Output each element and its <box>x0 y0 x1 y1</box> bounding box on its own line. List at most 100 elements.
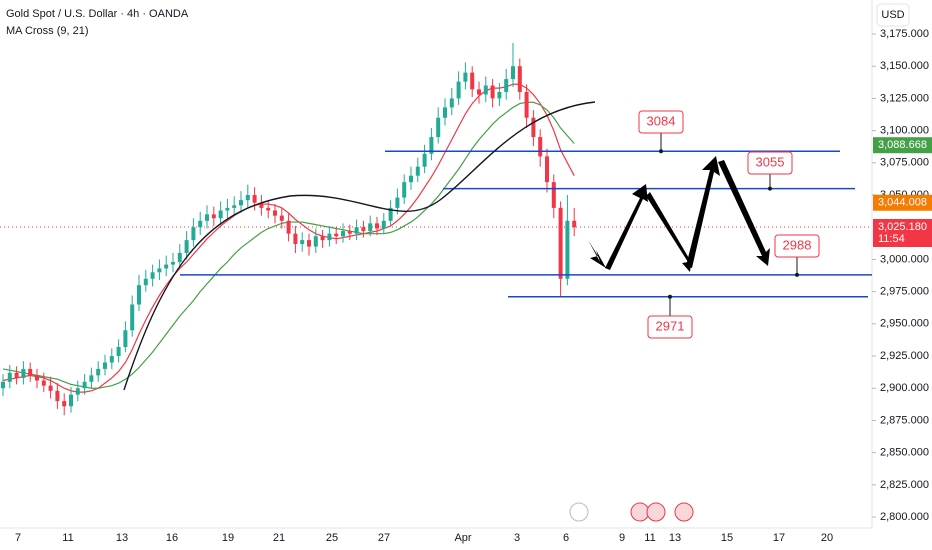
level-label-box <box>774 234 820 258</box>
candle-body <box>354 227 359 234</box>
candle-body <box>55 390 60 402</box>
drawn-curve <box>123 101 596 391</box>
candle-body <box>150 272 155 279</box>
chart-title: Gold Spot / U.S. Dollar · 4h · OANDA <box>6 8 189 20</box>
y-tick-label: 3,075.000 <box>880 157 929 169</box>
x-tick-label: 13 <box>669 532 681 544</box>
candle-body <box>551 182 556 208</box>
zigzag-arrows <box>588 156 770 272</box>
plot <box>0 43 872 416</box>
candle-body <box>409 175 413 183</box>
candle-body <box>245 195 250 201</box>
level-label: 2971 <box>656 318 685 333</box>
y-tick-label: 3,125.000 <box>880 92 929 104</box>
level-label-box <box>747 151 793 175</box>
y-tick-label: 3,175.000 <box>880 28 929 40</box>
currency[interactable]: USD <box>881 9 904 21</box>
candle-body <box>538 137 543 157</box>
x-tick-label: 11 <box>62 532 73 544</box>
candle-body <box>279 215 284 221</box>
price-tag-label: 3,044.008 <box>878 197 927 209</box>
candle-body <box>35 375 39 381</box>
candle-body <box>75 388 80 395</box>
candle-body <box>211 214 216 219</box>
level-dot <box>795 272 799 277</box>
candle-body <box>96 368 101 376</box>
candle-body <box>157 268 162 273</box>
candle-body <box>1 381 5 389</box>
candle-body <box>436 117 441 138</box>
x-tick-label: 3 <box>514 532 520 544</box>
y-tick-label: 2,825.000 <box>880 479 929 491</box>
candle-body <box>422 153 427 167</box>
candle-body <box>103 362 107 369</box>
y-tick-label: 2,800.000 <box>880 511 929 523</box>
candle-body <box>232 205 237 208</box>
y-tick-label: 2,875.000 <box>880 414 929 426</box>
candle-body <box>48 385 53 391</box>
candle-body <box>320 236 325 241</box>
candle-body <box>470 72 475 90</box>
candle-body <box>205 214 209 221</box>
candle-body <box>89 375 94 382</box>
currency-box[interactable] <box>876 3 910 27</box>
candle-body <box>347 231 352 234</box>
candle-body <box>531 117 536 138</box>
candle-body <box>375 223 379 229</box>
candle-body <box>449 98 454 108</box>
candle-body <box>164 264 169 269</box>
candle-body <box>62 401 67 407</box>
x-tick-label: 6 <box>563 532 569 544</box>
level-label: 3055 <box>756 154 785 169</box>
x-tick-label: 27 <box>378 532 390 544</box>
price-tag-label: 3,088.668 <box>878 139 927 151</box>
y-tick-label: 2,925.000 <box>880 350 929 362</box>
y-tick-label: 3,000.000 <box>880 253 929 265</box>
candle-body <box>395 197 400 208</box>
candle-body <box>497 91 502 99</box>
indicator-label: MA Cross (9, 21) <box>6 25 89 37</box>
candle-body <box>429 137 434 154</box>
candle-body <box>361 227 366 232</box>
candle-body <box>545 156 549 183</box>
candle-body <box>273 210 277 216</box>
candle-body <box>558 207 563 279</box>
x-tick-label: 7 <box>15 532 21 544</box>
candle-body <box>300 240 305 244</box>
candle-body <box>388 207 393 221</box>
candle-body <box>572 220 577 228</box>
x-tick-label: 11 <box>644 532 655 544</box>
candle-body <box>327 233 332 241</box>
candle-body <box>565 220 570 279</box>
candle-body <box>511 66 515 80</box>
x-tick-label: 17 <box>773 532 785 544</box>
candle-body <box>41 380 46 386</box>
candle-body <box>483 85 488 95</box>
y-tick-label: 3,150.000 <box>880 60 929 72</box>
candle-body <box>21 368 26 378</box>
candle-body <box>334 233 339 237</box>
countdown: 11:54 <box>878 233 905 245</box>
candle-body <box>443 107 447 118</box>
candle-body <box>415 166 420 176</box>
candle-body <box>402 182 407 198</box>
x-tick-label: 15 <box>721 532 733 544</box>
candle-body <box>490 85 495 99</box>
level-dot <box>668 294 672 299</box>
candle-body <box>198 220 203 228</box>
level-label: 2988 <box>783 237 812 252</box>
candle-body <box>177 252 182 263</box>
event-icons <box>569 502 694 522</box>
x-tick-label: 19 <box>222 532 234 544</box>
candle-body <box>28 368 33 376</box>
candle-body <box>137 285 141 305</box>
candle-body <box>184 240 189 253</box>
x-tick-label: 13 <box>116 532 128 544</box>
candle-body <box>82 381 87 389</box>
candle-body <box>123 330 128 348</box>
candle-body <box>259 202 264 208</box>
x-tick-label: 21 <box>273 532 285 544</box>
level-label-box <box>638 110 684 134</box>
candle-body <box>239 200 243 206</box>
